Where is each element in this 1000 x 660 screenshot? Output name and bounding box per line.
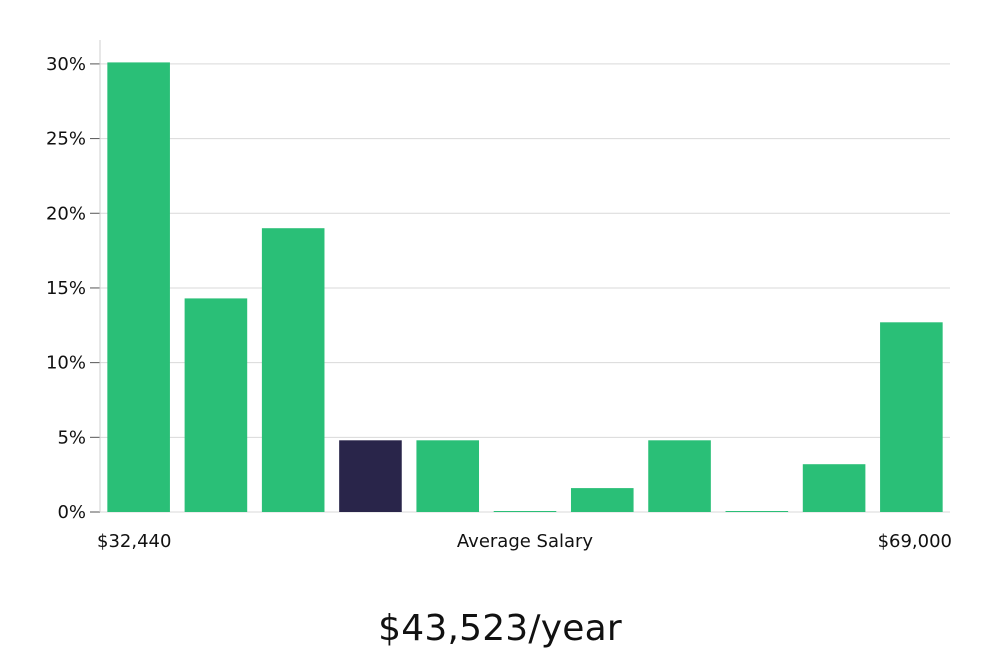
bar-5 [493, 511, 557, 512]
bar-10 [880, 322, 943, 512]
bar-6 [570, 488, 634, 512]
y-tick-label-0: 0% [57, 502, 86, 523]
bar-1 [184, 298, 248, 512]
labels-layer: 0% 5% 10% 15% 20% 25% 30% $32,440 Average Salary… [46, 54, 952, 552]
y-tick-label-4: 20% [46, 203, 86, 224]
bar-9 [802, 464, 866, 512]
average-salary-value: $43,523/year [378, 608, 622, 649]
bar-8 [725, 511, 789, 512]
x-min-label: $32,440 [97, 531, 171, 552]
bars-layer [107, 62, 943, 513]
y-tick-label-2: 10% [46, 353, 86, 374]
bar-4 [416, 440, 480, 512]
bar-2 [261, 228, 325, 513]
y-tick-label-3: 15% [46, 278, 86, 299]
bar-7 [648, 440, 711, 512]
x-axis-title: Average Salary [457, 531, 594, 552]
salary-histogram-chart: 0% 5% 10% 15% 20% 25% 30% $32,440 Average Salary… [46, 40, 952, 552]
bar-highlighted-3 [339, 440, 402, 512]
x-max-label: $69,000 [878, 531, 952, 552]
y-tick-label-5: 25% [46, 129, 86, 150]
y-tick-label-6: 30% [46, 54, 86, 75]
axis-layer [90, 40, 101, 513]
bar-0 [107, 62, 170, 513]
y-tick-label-1: 5% [57, 427, 86, 448]
